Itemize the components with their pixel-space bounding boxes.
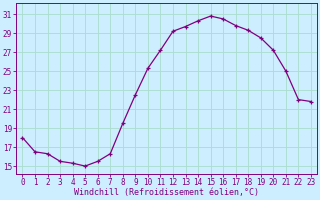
X-axis label: Windchill (Refroidissement éolien,°C): Windchill (Refroidissement éolien,°C)	[74, 188, 259, 197]
